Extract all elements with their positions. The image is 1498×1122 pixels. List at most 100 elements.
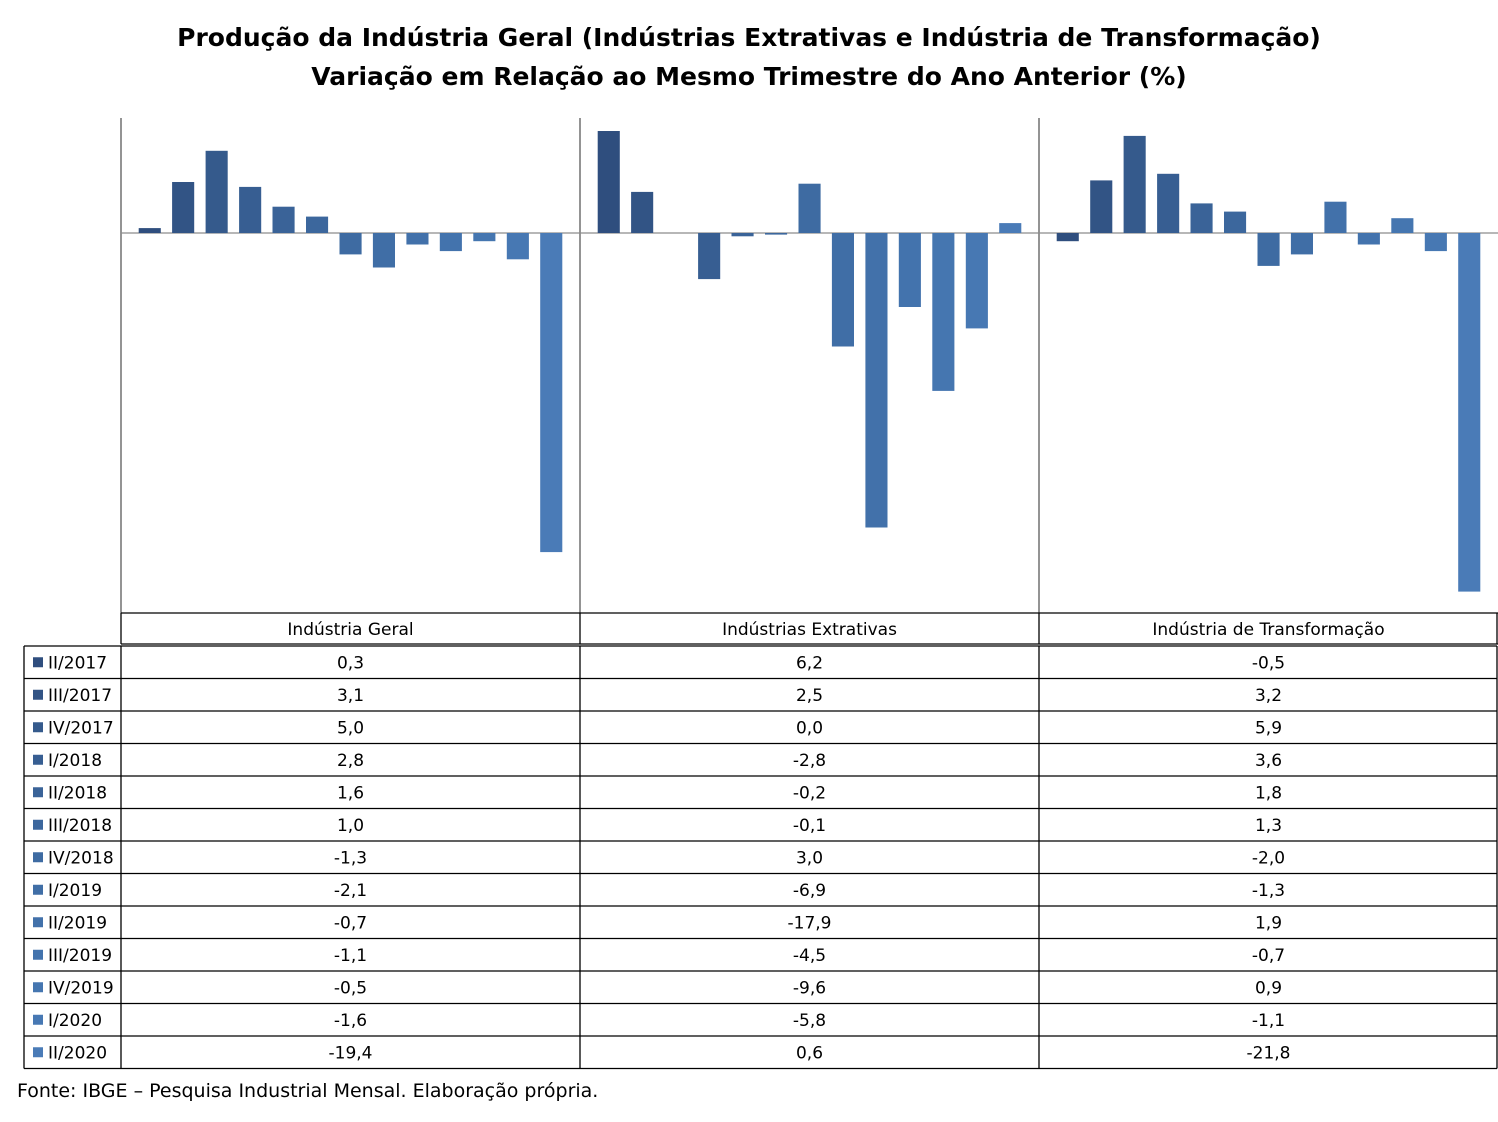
bar-i-2019-0 — [372, 233, 395, 268]
data-value-label: 3,6 — [1255, 751, 1282, 771]
data-value-label: 5,9 — [1255, 718, 1282, 738]
data-value-label: -0,1 — [793, 816, 826, 836]
bar-ii-2020-1 — [999, 223, 1022, 233]
data-value-label: -0,7 — [1252, 946, 1285, 966]
legend-label: IV/2017 — [48, 718, 114, 738]
data-value-label: 1,3 — [1255, 816, 1282, 836]
bar-ii-2017-0 — [138, 228, 161, 233]
data-value-label: 1,9 — [1255, 913, 1282, 933]
bar-i-2018-2 — [1157, 173, 1180, 233]
data-value-label: -1,1 — [1252, 1011, 1285, 1031]
category-header-label: Indústrias Extrativas — [722, 620, 897, 640]
data-value-label: 0,6 — [796, 1043, 823, 1063]
bar-iv-2017-0 — [205, 150, 228, 234]
bar-ii-2018-0 — [272, 206, 295, 233]
legend-key-i-2018 — [33, 754, 43, 765]
category-header-label: Indústria Geral — [287, 620, 413, 640]
data-value-label: -6,9 — [793, 881, 826, 901]
data-value-label: 6,2 — [796, 653, 823, 673]
data-value-label: 2,8 — [337, 751, 364, 771]
bar-ii-2017-2 — [1056, 233, 1079, 242]
legend-key-ii-2017 — [33, 657, 43, 668]
data-value-label: -0,5 — [1252, 653, 1285, 673]
chart-subtitle: Variação em Relação ao Mesmo Trimestre d… — [311, 62, 1187, 91]
data-value-label: 1,0 — [337, 816, 364, 836]
data-value-label: 1,6 — [337, 783, 364, 803]
data-value-label: -0,7 — [334, 913, 367, 933]
data-value-label: -17,9 — [788, 913, 832, 933]
data-value-label: 0,0 — [796, 718, 823, 738]
bar-ii-2019-1 — [865, 233, 888, 528]
bar-iv-2019-2 — [1391, 218, 1414, 233]
legend-key-iv-2018 — [33, 852, 43, 863]
legend-key-i-2019 — [33, 884, 43, 895]
data-value-label: 0,3 — [337, 653, 364, 673]
data-value-label: -4,5 — [793, 946, 826, 966]
bar-iii-2017-2 — [1090, 180, 1113, 233]
legend-label: III/2019 — [48, 946, 112, 966]
legend-key-iii-2017 — [33, 689, 43, 700]
legend-key-iv-2019 — [33, 982, 43, 993]
category-header-label: Indústria de Transformação — [1152, 620, 1384, 640]
bar-ii-2018-2 — [1190, 203, 1213, 233]
data-value-label: -1,6 — [334, 1011, 367, 1031]
legend-label: II/2018 — [48, 783, 107, 803]
data-value-label: -0,5 — [334, 978, 367, 998]
data-value-label: 2,5 — [796, 686, 823, 706]
legend-label: III/2018 — [48, 816, 112, 836]
bar-ii-2019-0 — [406, 233, 429, 245]
data-value-label: 0,9 — [1255, 978, 1282, 998]
data-value-label: -2,0 — [1252, 848, 1285, 868]
legend-key-ii-2019 — [33, 917, 43, 928]
source-note: Fonte: IBGE – Pesquisa Industrial Mensal… — [17, 1080, 599, 1102]
legend-key-iii-2019 — [33, 949, 43, 960]
legend-label: IV/2018 — [48, 848, 114, 868]
bar-iii-2017-1 — [631, 191, 654, 233]
bar-ii-2019-2 — [1324, 201, 1347, 233]
data-value-label: 3,0 — [796, 848, 823, 868]
data-value-label: -2,1 — [334, 881, 367, 901]
bar-iii-2018-1 — [765, 233, 788, 235]
chart-title: Produção da Indústria Geral (Indústrias … — [0, 18, 1498, 96]
data-value-label: 3,1 — [337, 686, 364, 706]
bar-i-2020-2 — [1424, 233, 1447, 252]
legend-label: IV/2019 — [48, 978, 114, 998]
bar-iii-2019-1 — [898, 233, 921, 307]
bar-i-2018-1 — [698, 233, 721, 280]
data-value-label: 1,8 — [1255, 783, 1282, 803]
legend-key-iii-2018 — [33, 819, 43, 830]
legend-label: I/2018 — [48, 751, 102, 771]
chart-title-line: Produção da Indústria Geral (Indústrias … — [177, 23, 1321, 52]
bar-i-2020-0 — [506, 233, 529, 260]
legend-key-i-2020 — [33, 1014, 43, 1025]
legend-key-iv-2017 — [33, 722, 43, 733]
bar-i-2019-2 — [1290, 233, 1313, 255]
data-value-label: -21,8 — [1247, 1043, 1291, 1063]
bar-ii-2017-1 — [597, 131, 620, 233]
bar-iii-2018-2 — [1224, 211, 1247, 233]
data-value-label: -5,8 — [793, 1011, 826, 1031]
legend-label: II/2019 — [48, 913, 107, 933]
legend-key-ii-2020 — [33, 1047, 43, 1058]
data-value-label: -2,8 — [793, 751, 826, 771]
bar-iii-2018-0 — [306, 216, 329, 233]
data-value-label: -19,4 — [329, 1043, 373, 1063]
legend-label: II/2017 — [48, 653, 107, 673]
legend-key-ii-2018 — [33, 787, 43, 798]
bar-i-2019-1 — [831, 233, 854, 347]
bar-i-2018-0 — [239, 186, 262, 233]
data-value-label: -0,2 — [793, 783, 826, 803]
legend-label: I/2020 — [48, 1011, 102, 1031]
bar-iv-2018-0 — [339, 233, 362, 255]
legend-label: III/2017 — [48, 686, 112, 706]
bar-iv-2019-1 — [932, 233, 955, 391]
legend-label: II/2020 — [48, 1043, 107, 1063]
bar-i-2020-1 — [965, 233, 988, 329]
data-value-label: -9,6 — [793, 978, 826, 998]
bar-iv-2019-0 — [473, 233, 496, 242]
bar-ii-2020-2 — [1458, 233, 1481, 592]
data-value-label: -1,3 — [1252, 881, 1285, 901]
data-value-label: -1,3 — [334, 848, 367, 868]
data-value-label: 5,0 — [337, 718, 364, 738]
